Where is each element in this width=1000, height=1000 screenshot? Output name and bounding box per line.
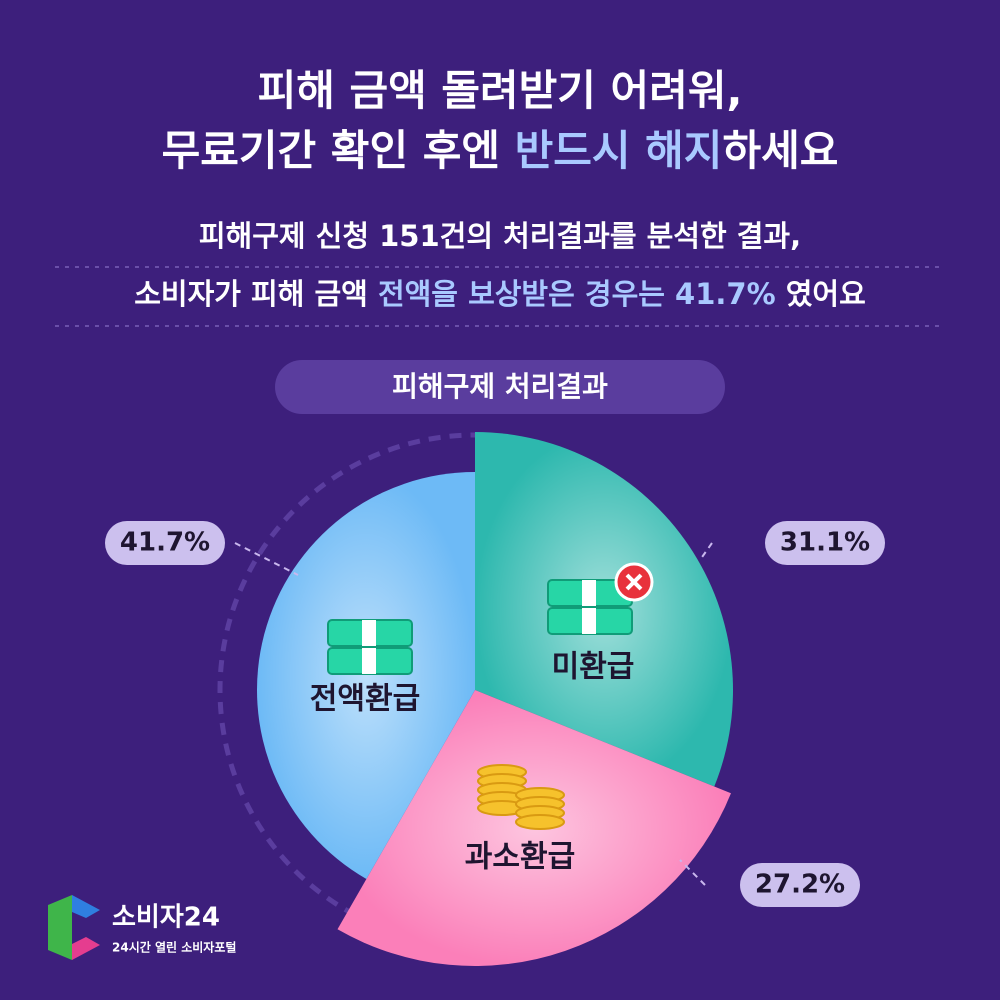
logo-mark xyxy=(72,895,100,918)
title-part: 하세요 xyxy=(722,126,838,175)
subtitle-part: 였어요 xyxy=(776,277,866,311)
title-part: 무료기간 확인 후엔 xyxy=(162,126,515,175)
value-label: 41.7% xyxy=(120,528,210,558)
logo-tagline: 24시간 열린 소비자포털 xyxy=(112,940,236,955)
subtitle-part: 피해구제 신청 151건의 처리결과를 분석한 결과, xyxy=(199,219,801,253)
title-part: 피해 금액 돌려받기 어려워, xyxy=(258,66,743,115)
coin-icon xyxy=(515,814,565,830)
value-pill xyxy=(765,521,885,565)
leader-line xyxy=(234,542,299,576)
logo-mark xyxy=(48,895,72,960)
slice-label: 과소환급 xyxy=(465,840,575,875)
money-band xyxy=(362,620,376,646)
title-line: 피해 금액 돌려받기 어려워, xyxy=(258,66,743,115)
leader-line xyxy=(679,859,706,886)
slice-label: 미환급 xyxy=(552,650,635,685)
value-label: 31.1% xyxy=(780,528,870,558)
subtitle-line: 소비자가 피해 금액 전액을 보상받은 경우는 41.7% 였어요 xyxy=(134,277,866,311)
logo-text: 소비자24 xyxy=(112,903,220,933)
slice-label: 전액환급 xyxy=(310,682,420,717)
money-band xyxy=(582,608,596,634)
value-pill xyxy=(740,863,860,907)
subtitle-line: 피해구제 신청 151건의 처리결과를 분석한 결과, xyxy=(199,219,801,253)
leader-line xyxy=(699,542,713,561)
logo-mark xyxy=(72,937,100,960)
value-label: 27.2% xyxy=(755,870,845,900)
money-band xyxy=(582,580,596,606)
x-icon xyxy=(625,573,643,591)
subtitle-highlight: 전액을 보상받은 경우는 41.7% xyxy=(378,277,776,311)
title-line: 무료기간 확인 후엔 반드시 해지하세요 xyxy=(162,126,839,175)
title-highlight: 반드시 해지 xyxy=(515,126,723,175)
chart-label: 피해구제 처리결과 xyxy=(392,370,608,403)
chart-label-pill xyxy=(275,360,725,414)
logo: 소비자24 24시간 열린 소비자포털 xyxy=(48,895,236,960)
subtitle-part: 소비자가 피해 금액 xyxy=(134,277,378,311)
money-band xyxy=(362,648,376,674)
value-pill xyxy=(105,521,225,565)
